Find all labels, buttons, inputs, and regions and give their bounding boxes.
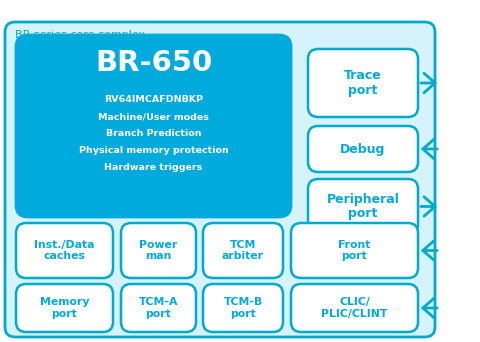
FancyBboxPatch shape	[308, 126, 418, 172]
Text: Memory
port: Memory port	[40, 297, 89, 319]
FancyBboxPatch shape	[16, 284, 113, 332]
Text: CLIC/
PLIC/CLINT: CLIC/ PLIC/CLINT	[321, 297, 388, 319]
Text: RV64IMCAFDNBKP: RV64IMCAFDNBKP	[104, 95, 203, 104]
Text: TCM
arbiter: TCM arbiter	[222, 240, 264, 261]
Text: Trace
port: Trace port	[344, 69, 382, 97]
Text: Hardware triggers: Hardware triggers	[104, 163, 203, 172]
FancyBboxPatch shape	[5, 22, 435, 337]
Text: Debug: Debug	[340, 143, 386, 156]
Text: TCM-A
port: TCM-A port	[139, 297, 178, 319]
Text: TCM-B
port: TCM-B port	[223, 297, 263, 319]
FancyBboxPatch shape	[308, 179, 418, 234]
FancyBboxPatch shape	[203, 223, 283, 278]
Text: BR series core complex: BR series core complex	[15, 30, 145, 40]
FancyBboxPatch shape	[16, 223, 113, 278]
Text: Front
port: Front port	[338, 240, 371, 261]
FancyBboxPatch shape	[121, 284, 196, 332]
Text: Inst./Data
caches: Inst./Data caches	[34, 240, 95, 261]
Text: Branch Prediction: Branch Prediction	[106, 129, 201, 138]
FancyBboxPatch shape	[16, 35, 291, 217]
Text: Peripheral
port: Peripheral port	[326, 193, 399, 221]
Text: BR-650: BR-650	[95, 49, 212, 77]
Text: Power
man: Power man	[139, 240, 178, 261]
FancyBboxPatch shape	[308, 49, 418, 117]
Text: Machine/User modes: Machine/User modes	[98, 112, 209, 121]
FancyBboxPatch shape	[291, 284, 418, 332]
FancyBboxPatch shape	[203, 284, 283, 332]
FancyBboxPatch shape	[291, 223, 418, 278]
FancyBboxPatch shape	[121, 223, 196, 278]
Text: Physical memory protection: Physical memory protection	[79, 146, 228, 155]
